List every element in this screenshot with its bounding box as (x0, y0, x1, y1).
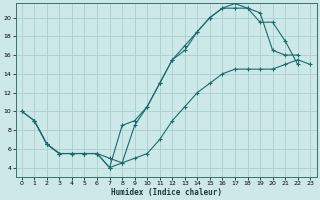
X-axis label: Humidex (Indice chaleur): Humidex (Indice chaleur) (110, 188, 221, 197)
